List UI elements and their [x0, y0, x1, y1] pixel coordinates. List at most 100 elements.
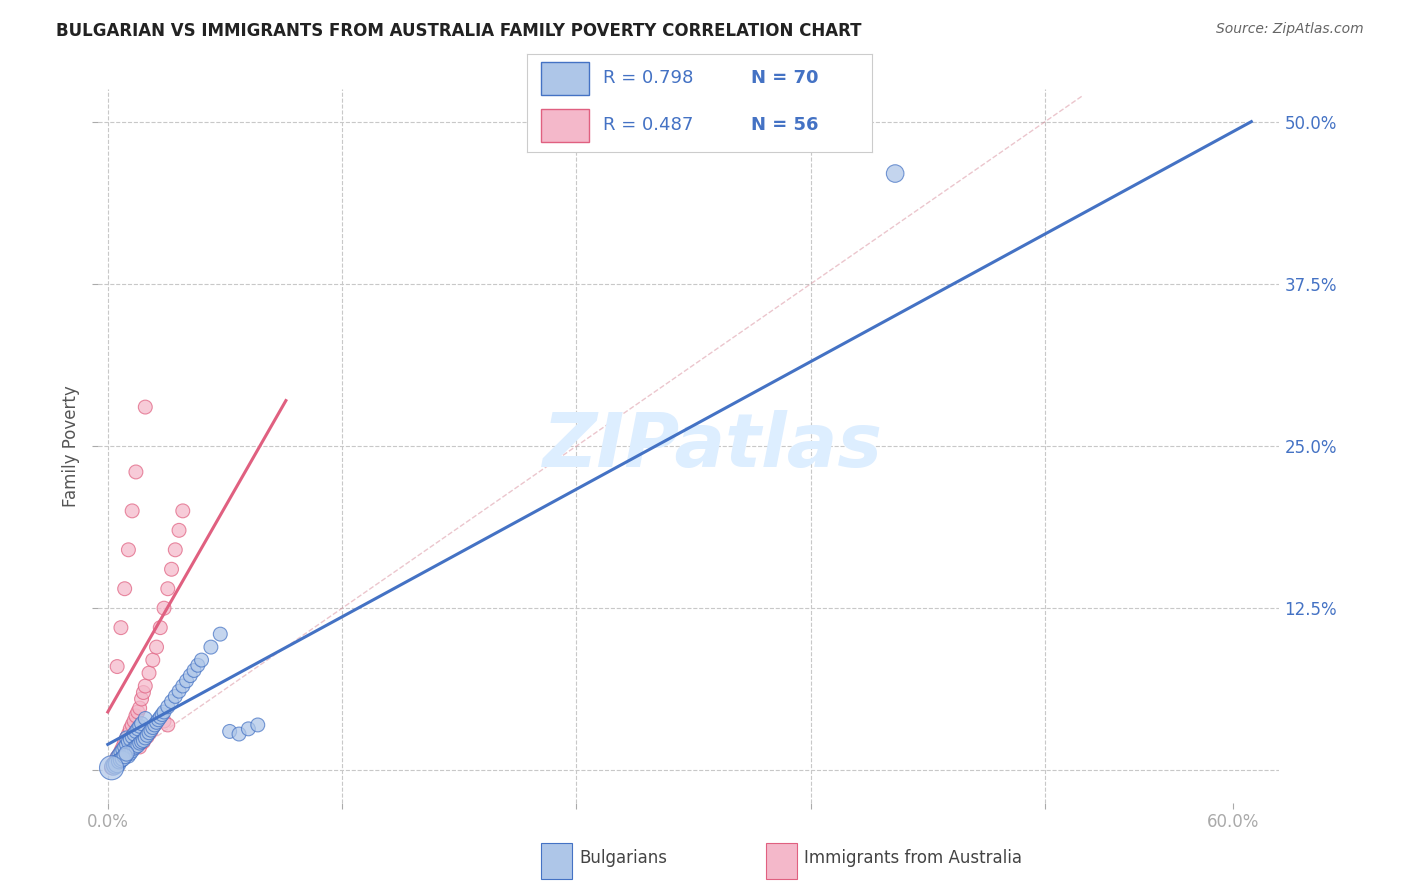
Point [104, 758, 127, 772]
Point [167, 524, 190, 538]
Point [122, 741, 145, 756]
Point [108, 747, 131, 762]
Point [131, 730, 153, 744]
Point [132, 735, 155, 749]
Point [128, 719, 150, 733]
Point [132, 733, 155, 747]
Point [150, 707, 173, 722]
Point [114, 750, 136, 764]
Point [111, 752, 134, 766]
Point [176, 673, 198, 688]
Point [153, 601, 176, 615]
Point [138, 666, 160, 681]
Point [165, 690, 187, 704]
Point [114, 749, 136, 764]
Point [110, 621, 132, 635]
Point [125, 724, 148, 739]
Point [131, 735, 153, 749]
Point [111, 739, 134, 754]
Point [100, 761, 122, 775]
Point [139, 723, 162, 738]
Point [136, 728, 159, 742]
Point [127, 705, 149, 719]
Point [160, 562, 183, 576]
Point [136, 730, 159, 744]
Point [105, 756, 128, 770]
Point [121, 730, 143, 744]
Point [149, 710, 172, 724]
Point [117, 749, 139, 764]
Point [114, 735, 136, 749]
Point [105, 750, 128, 764]
Point [117, 727, 139, 741]
Point [884, 167, 907, 181]
Point [117, 542, 139, 557]
Point [139, 724, 162, 739]
Point [190, 653, 212, 667]
Y-axis label: Family Poverty: Family Poverty [62, 385, 80, 507]
Point [167, 684, 190, 698]
Point [187, 658, 209, 673]
Point [134, 711, 156, 725]
Point [108, 754, 131, 768]
Point [172, 504, 194, 518]
Point [134, 400, 156, 414]
Point [115, 747, 138, 762]
Point [105, 753, 128, 767]
Point [115, 747, 138, 761]
Point [121, 744, 143, 758]
Point [104, 756, 127, 770]
Point [122, 738, 145, 752]
Point [218, 724, 240, 739]
Point [108, 753, 131, 767]
Point [111, 749, 134, 764]
Point [110, 744, 132, 758]
Text: ZIPatlas: ZIPatlas [543, 409, 883, 483]
Point [153, 714, 176, 728]
Point [110, 753, 132, 767]
Point [120, 747, 142, 761]
Point [160, 695, 183, 709]
Point [108, 754, 131, 768]
Point [145, 640, 167, 654]
Text: N = 70: N = 70 [751, 69, 818, 87]
Point [127, 733, 149, 747]
Point [122, 727, 145, 741]
Point [172, 679, 194, 693]
Point [156, 718, 179, 732]
Point [128, 739, 150, 754]
Point [120, 741, 142, 756]
Point [103, 759, 125, 773]
Point [153, 705, 176, 719]
Text: BULGARIAN VS IMMIGRANTS FROM AUSTRALIA FAMILY POVERTY CORRELATION CHART: BULGARIAN VS IMMIGRANTS FROM AUSTRALIA F… [56, 22, 862, 40]
Point [117, 735, 139, 749]
Point [122, 714, 145, 728]
Point [134, 679, 156, 693]
FancyBboxPatch shape [541, 62, 589, 95]
Point [111, 752, 134, 766]
Point [142, 721, 165, 735]
Point [183, 664, 205, 678]
Point [128, 736, 150, 750]
Point [165, 542, 187, 557]
Point [142, 653, 165, 667]
Point [120, 722, 142, 736]
Point [103, 758, 125, 772]
Point [238, 722, 260, 736]
Point [149, 621, 172, 635]
Point [104, 756, 127, 771]
Point [115, 731, 138, 745]
Point [131, 692, 153, 706]
Point [105, 750, 128, 764]
Point [132, 685, 155, 699]
Point [115, 738, 138, 752]
Point [209, 627, 232, 641]
Point [105, 659, 128, 673]
FancyBboxPatch shape [541, 110, 589, 142]
Point [103, 756, 125, 771]
Point [121, 718, 143, 732]
Text: Source: ZipAtlas.com: Source: ZipAtlas.com [1216, 22, 1364, 37]
Point [103, 759, 125, 773]
Point [125, 465, 148, 479]
Point [143, 718, 166, 732]
